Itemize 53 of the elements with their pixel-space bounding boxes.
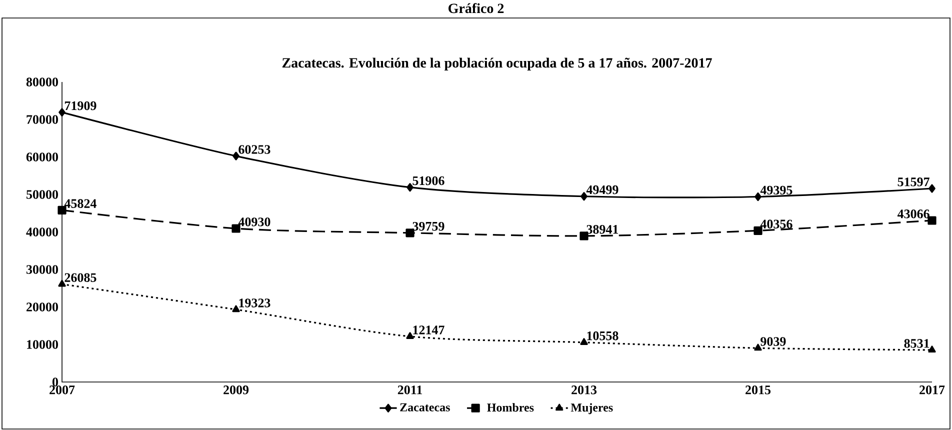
data-label: 40356 [760, 220, 792, 228]
x-tick-label: 2011 [398, 386, 422, 394]
data-label: 71909 [64, 101, 96, 110]
point [580, 338, 588, 345]
x-tick-label: 2007 [50, 386, 75, 394]
data-label: 51906 [412, 176, 444, 186]
data-label: 26085 [64, 273, 96, 282]
y-tick-label: 40000 [26, 228, 58, 236]
point [928, 346, 936, 353]
y-tick-label: 30000 [26, 265, 58, 274]
point [754, 192, 762, 202]
chart-subtitle: Zacatecas. Evolución de la población ocupada de 5 a 17 años. 2007-2017 [282, 58, 712, 70]
point [58, 280, 66, 287]
x-tick-label: 2015 [746, 386, 771, 394]
y-tick-label: 70000 [26, 115, 58, 124]
data-label: 49395 [760, 186, 792, 195]
y-tick-label: 60000 [26, 152, 58, 162]
point [580, 192, 588, 201]
legend-label: Zacatecas [400, 403, 450, 412]
legend-label: Hombres [487, 403, 534, 412]
data-label: 43066 [897, 210, 930, 218]
data-label: 12147 [413, 326, 444, 334]
data-label: 19323 [239, 298, 270, 308]
y-tick-label: 20000 [26, 302, 58, 312]
point [580, 232, 588, 240]
data-label: 40930 [238, 218, 270, 226]
legend-label: Mujeres [570, 403, 613, 414]
data-label: 49499 [586, 185, 618, 194]
data-label: 51597 [898, 178, 930, 186]
data-label: 39759 [412, 222, 444, 231]
data-label: 60253 [238, 145, 270, 154]
x-tick-label: 2009 [224, 386, 249, 394]
data-label: 10558 [587, 331, 618, 340]
y-tick-label: 80000 [26, 78, 58, 86]
data-label: 8531 [904, 339, 930, 348]
point [58, 108, 66, 117]
point [406, 228, 414, 238]
y-tick-label: 10000 [27, 340, 58, 349]
data-label: 45824 [64, 199, 96, 208]
y-tick-label: 0 [52, 378, 58, 386]
point [406, 332, 414, 339]
point [232, 305, 240, 312]
x-tick-label: 2017 [920, 386, 945, 394]
data-label: 38941 [586, 224, 618, 234]
x-tick-label: 2013 [572, 386, 597, 394]
point [928, 216, 936, 225]
y-tick-label: 50000 [26, 190, 58, 199]
point [406, 183, 414, 192]
chart-title: Gráfico 2 [448, 3, 504, 14]
data-label: 9039 [760, 337, 786, 346]
point [928, 184, 936, 193]
point [232, 152, 240, 160]
point [754, 344, 762, 351]
